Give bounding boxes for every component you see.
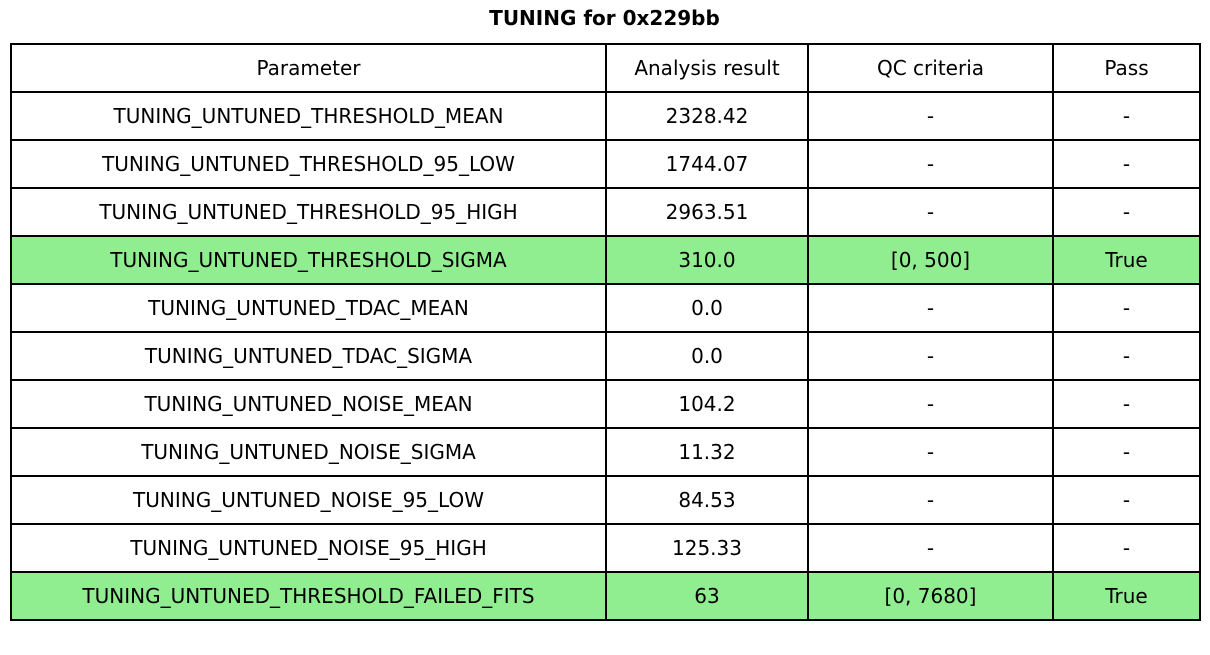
qc-criteria-cell: - — [807, 139, 1054, 189]
table-row: TUNING_UNTUNED_NOISE_SIGMA 11.32 - - — [10, 427, 1201, 477]
table-row: TUNING_UNTUNED_NOISE_MEAN 104.2 - - — [10, 379, 1201, 429]
result-cell: 0.0 — [605, 331, 809, 381]
result-cell: 84.53 — [605, 475, 809, 525]
header-cell-qc-criteria: QC criteria — [807, 43, 1054, 93]
qc-criteria-cell: [0, 500] — [807, 235, 1054, 285]
pass-cell: - — [1052, 523, 1201, 573]
table-row: TUNING_UNTUNED_NOISE_95_HIGH 125.33 - - — [10, 523, 1201, 573]
pass-cell: True — [1052, 571, 1201, 621]
table-row-pass: TUNING_UNTUNED_THRESHOLD_SIGMA 310.0 [0,… — [10, 235, 1201, 285]
qc-criteria-cell: - — [807, 379, 1054, 429]
qc-criteria-cell: - — [807, 427, 1054, 477]
table-row: TUNING_UNTUNED_NOISE_95_LOW 84.53 - - — [10, 475, 1201, 525]
param-cell: TUNING_UNTUNED_TDAC_SIGMA — [10, 331, 607, 381]
header-cell-analysis-result: Analysis result — [605, 43, 809, 93]
result-cell: 2328.42 — [605, 91, 809, 141]
pass-cell: - — [1052, 283, 1201, 333]
pass-cell: - — [1052, 427, 1201, 477]
param-cell: TUNING_UNTUNED_NOISE_MEAN — [10, 379, 607, 429]
pass-cell: - — [1052, 475, 1201, 525]
table-row: TUNING_UNTUNED_THRESHOLD_MEAN 2328.42 - … — [10, 91, 1201, 141]
param-cell: TUNING_UNTUNED_NOISE_95_HIGH — [10, 523, 607, 573]
result-cell: 310.0 — [605, 235, 809, 285]
param-cell: TUNING_UNTUNED_THRESHOLD_MEAN — [10, 91, 607, 141]
result-cell: 2963.51 — [605, 187, 809, 237]
qc-criteria-cell: - — [807, 331, 1054, 381]
result-cell: 104.2 — [605, 379, 809, 429]
pass-cell: - — [1052, 91, 1201, 141]
result-cell: 1744.07 — [605, 139, 809, 189]
table-row-pass: TUNING_UNTUNED_THRESHOLD_FAILED_FITS 63 … — [10, 571, 1201, 621]
result-cell: 0.0 — [605, 283, 809, 333]
pass-cell: True — [1052, 235, 1201, 285]
qc-criteria-cell: - — [807, 523, 1054, 573]
param-cell: TUNING_UNTUNED_TDAC_MEAN — [10, 283, 607, 333]
qc-criteria-cell: - — [807, 187, 1054, 237]
table-row: TUNING_UNTUNED_TDAC_SIGMA 0.0 - - — [10, 331, 1201, 381]
pass-cell: - — [1052, 187, 1201, 237]
qc-criteria-cell: - — [807, 283, 1054, 333]
page-title: TUNING for 0x229bb — [489, 6, 720, 30]
header-cell-parameter: Parameter — [10, 43, 607, 93]
result-cell: 63 — [605, 571, 809, 621]
qc-criteria-cell: - — [807, 475, 1054, 525]
table-row: TUNING_UNTUNED_TDAC_MEAN 0.0 - - — [10, 283, 1201, 333]
param-cell: TUNING_UNTUNED_THRESHOLD_95_LOW — [10, 139, 607, 189]
param-cell: TUNING_UNTUNED_NOISE_SIGMA — [10, 427, 607, 477]
pass-cell: - — [1052, 379, 1201, 429]
header-cell-pass: Pass — [1052, 43, 1201, 93]
result-cell: 125.33 — [605, 523, 809, 573]
param-cell: TUNING_UNTUNED_NOISE_95_LOW — [10, 475, 607, 525]
result-cell: 11.32 — [605, 427, 809, 477]
table-row: TUNING_UNTUNED_THRESHOLD_95_LOW 1744.07 … — [10, 139, 1201, 189]
param-cell: TUNING_UNTUNED_THRESHOLD_95_HIGH — [10, 187, 607, 237]
qc-criteria-cell: - — [807, 91, 1054, 141]
qc-criteria-cell: [0, 7680] — [807, 571, 1054, 621]
qc-table: Parameter Analysis result QC criteria Pa… — [10, 43, 1201, 621]
pass-cell: - — [1052, 139, 1201, 189]
header-row: Parameter Analysis result QC criteria Pa… — [10, 43, 1201, 93]
param-cell: TUNING_UNTUNED_THRESHOLD_SIGMA — [10, 235, 607, 285]
table-row: TUNING_UNTUNED_THRESHOLD_95_HIGH 2963.51… — [10, 187, 1201, 237]
pass-cell: - — [1052, 331, 1201, 381]
param-cell: TUNING_UNTUNED_THRESHOLD_FAILED_FITS — [10, 571, 607, 621]
